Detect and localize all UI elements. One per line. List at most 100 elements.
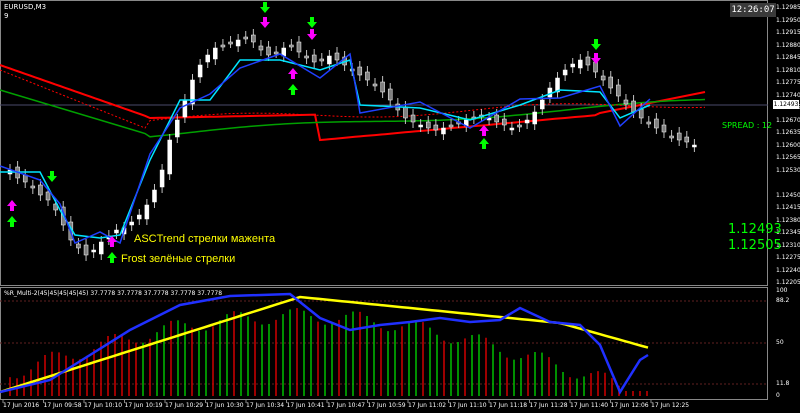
price-tick: 1.12985 — [776, 4, 800, 11]
candle-body — [532, 111, 537, 125]
time-tick: 17 Jun 11:28 — [529, 402, 568, 409]
frost-arrow — [591, 39, 601, 50]
candle-body — [676, 132, 682, 141]
candle-body — [137, 214, 142, 220]
candle-body — [509, 127, 515, 131]
ascttrend-arrow — [107, 236, 117, 247]
time-tick: 17 Jun 10:29 — [165, 402, 204, 409]
price-tick: 1.12775 — [776, 79, 800, 86]
candle-body — [273, 51, 279, 55]
candle-body — [517, 124, 522, 128]
frost-arrow — [7, 216, 17, 227]
candle-body — [578, 59, 583, 69]
candle-body — [76, 243, 81, 249]
candle-body — [654, 118, 659, 129]
candle-body — [304, 55, 309, 59]
candle-body — [91, 249, 96, 253]
candle-body — [289, 44, 294, 48]
candle-body — [296, 41, 302, 53]
candle-body — [638, 108, 644, 119]
price-tick: 1.12345 — [776, 229, 800, 236]
price-tick: 1.12450 — [776, 191, 800, 199]
sub-window-number: 9 — [4, 12, 9, 20]
indicator-level-tick: 11.8 — [776, 380, 790, 387]
candle-body — [570, 63, 575, 68]
time-tick: 17 Jun 10:10 — [84, 402, 123, 409]
candle-body — [661, 124, 667, 133]
candle-body — [251, 34, 256, 43]
candle-body — [585, 56, 591, 66]
candle-body — [441, 127, 446, 135]
candle-body — [220, 44, 226, 48]
candle-body — [327, 55, 332, 65]
symbol-title: EURUSD,M3 — [4, 3, 47, 11]
price-tick: 1.12205 — [776, 279, 800, 286]
price-tick: 1.12670 — [776, 116, 800, 124]
ma-red-dotted — [0, 69, 706, 129]
ascttrend-arrow — [591, 53, 601, 64]
price-tick: 1.12565 — [776, 154, 800, 161]
candle-body — [311, 54, 317, 63]
price-tick: 1.12950 — [776, 16, 800, 24]
candle-body — [365, 71, 370, 81]
price-tick: 1.12530 — [776, 166, 800, 174]
price-tick: 1.12880 — [776, 41, 800, 49]
price-tick: 1.12380 — [776, 216, 800, 224]
indicator-level-tick: 100 — [776, 287, 788, 294]
candle-body — [425, 121, 431, 129]
frost-arrow — [107, 252, 117, 263]
time-tick: 17 Jun 10:47 — [327, 402, 366, 409]
candle-body — [631, 100, 636, 113]
trend-cyan-line — [0, 59, 651, 239]
price-tick: 1.12635 — [776, 129, 800, 136]
indicator-wpr-line — [0, 292, 649, 395]
price-tick: 1.12810 — [776, 66, 800, 74]
ascttrend-arrow — [307, 29, 317, 40]
trend-blue-line — [0, 52, 651, 245]
candle-body — [692, 144, 697, 148]
candle-body — [357, 66, 363, 76]
candle-body — [418, 124, 423, 128]
ask-price: 1.12505 — [728, 238, 782, 253]
price-tick: 1.12915 — [776, 29, 800, 36]
time-tick: 17 Jun 11:40 — [570, 402, 609, 409]
candle-body — [540, 99, 545, 110]
candle-body — [646, 121, 652, 125]
indicator-signal-line — [0, 295, 649, 394]
price-tick: 1.12845 — [776, 54, 800, 61]
candle-body — [114, 229, 119, 234]
candle-body — [494, 114, 499, 123]
candle-body — [616, 84, 621, 97]
candle-body — [410, 114, 416, 123]
candle-body — [45, 191, 51, 201]
candle-body — [175, 119, 180, 138]
candle-body — [167, 139, 172, 175]
price-tick: 1.12600 — [776, 141, 800, 149]
time-tick: 17 Jun 10:34 — [246, 402, 285, 409]
candle-body — [243, 36, 248, 40]
time-tick: 17 Jun 2016 — [3, 402, 40, 409]
candle-body — [159, 169, 165, 188]
candle-body — [524, 119, 530, 124]
candle-body — [235, 39, 241, 47]
candle-body — [608, 76, 613, 89]
candle-body — [403, 106, 408, 119]
ma-green-line — [0, 89, 706, 138]
spread-label: SPREAD : 12 — [722, 121, 773, 130]
candle-body — [38, 184, 43, 196]
candle-body — [380, 81, 385, 93]
candle-body — [144, 204, 150, 220]
candle-body — [684, 136, 690, 143]
price-tick: 1.12310 — [776, 241, 800, 249]
candle-body — [372, 83, 378, 87]
candle-body — [83, 244, 89, 256]
candle-body — [433, 124, 439, 131]
candle-body — [197, 64, 203, 78]
candle-body — [213, 47, 218, 60]
ascttrend-arrow — [7, 200, 17, 211]
price-tick: 1.12415 — [776, 204, 800, 211]
time-tick: 17 Jun 09:58 — [43, 402, 82, 409]
time-tick: 17 Jun 12:25 — [651, 402, 690, 409]
